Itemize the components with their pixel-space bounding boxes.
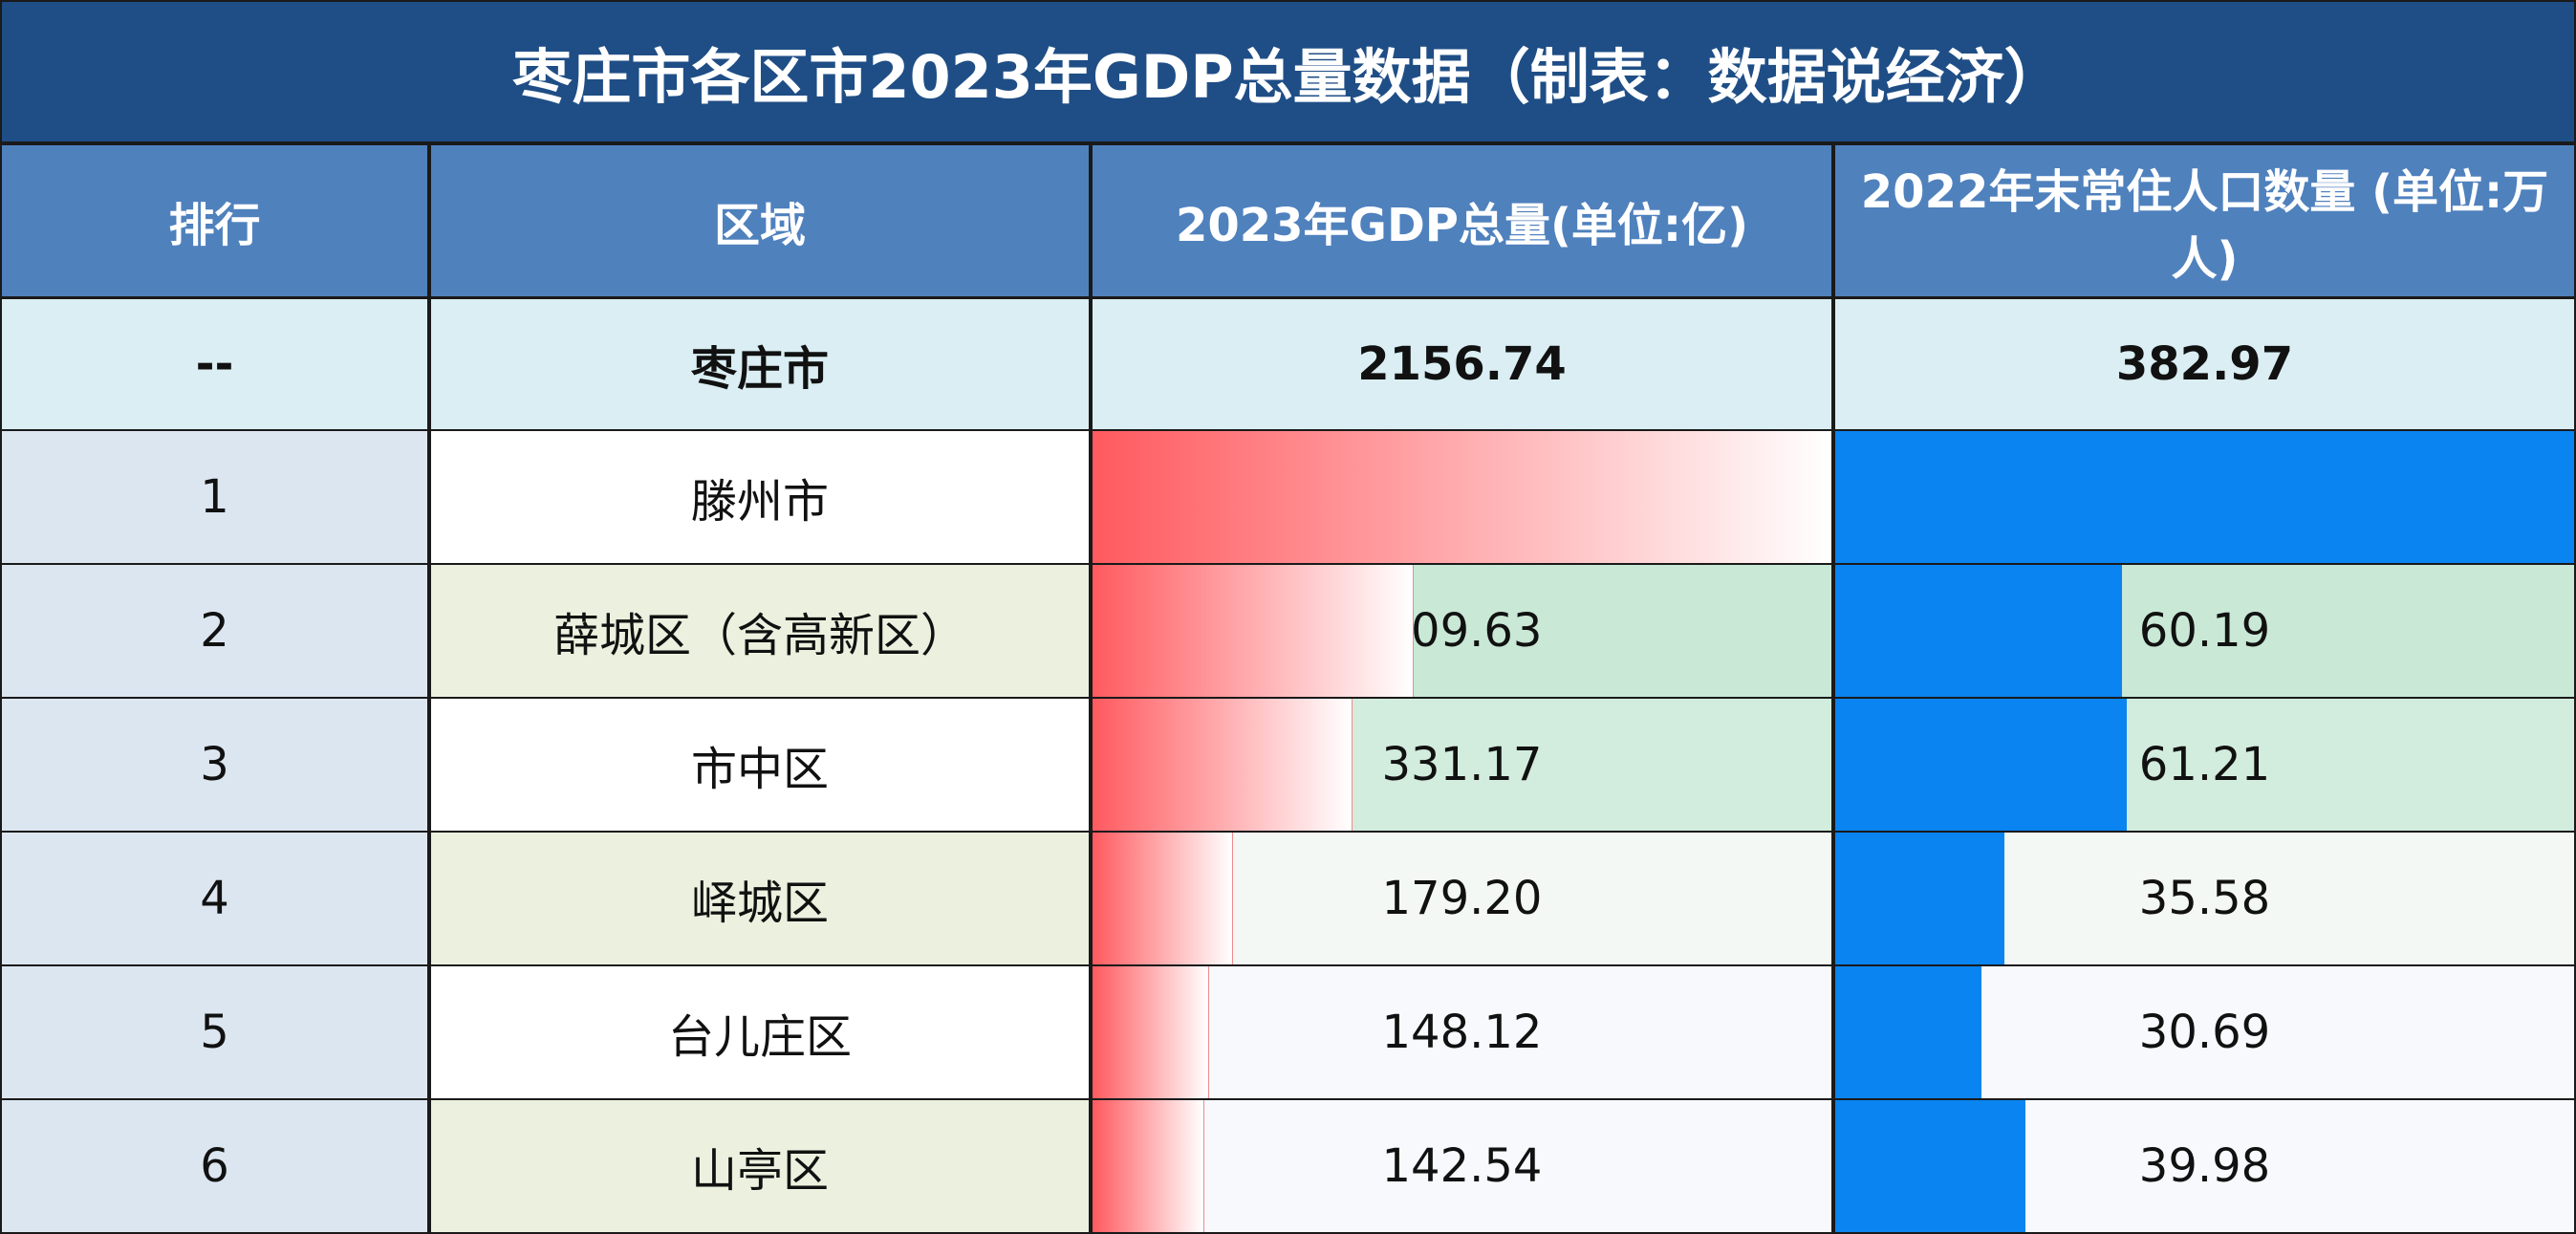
gdp-cell: 148.12	[1091, 964, 1833, 1100]
cell-text: 枣庄市	[690, 342, 829, 396]
region-cell: 峄城区	[429, 831, 1091, 966]
gdp-cell: 331.17	[1091, 697, 1833, 833]
rank-cell: 1	[0, 429, 429, 565]
cell-text: 排行	[168, 199, 261, 252]
total-cell: 枣庄市	[429, 297, 1091, 431]
population-data-bar	[1835, 833, 2005, 964]
header-cell: 排行	[0, 143, 429, 298]
gdp-data-bar	[1093, 699, 1353, 831]
cell-text: 179.20	[1381, 872, 1543, 925]
cell-text: 5	[200, 1006, 229, 1059]
cell-text: 30.69	[2138, 1006, 2271, 1059]
table-title: 枣庄市各区市2023年GDP总量数据（制表：数据说经济）	[0, 0, 2576, 143]
gdp-data-bar	[1093, 966, 1210, 1098]
gdp-cell: 409.63	[1091, 563, 1833, 699]
gdp-data-bar	[1093, 1100, 1205, 1232]
cell-text: 6	[200, 1139, 229, 1193]
population-data-bar	[1835, 699, 2127, 831]
cell-text: 2022年末常住人口数量 (单位:万人)	[1860, 165, 2549, 286]
rank-cell: 2	[0, 563, 429, 699]
total-cell: --	[0, 297, 429, 431]
region-cell: 薛城区（含高新区）	[429, 563, 1091, 699]
gdp-data-bar	[1093, 431, 1831, 563]
cell-text: 39.98	[2138, 1139, 2271, 1193]
rank-cell: 4	[0, 831, 429, 966]
population-cell: 155.32	[1833, 429, 2576, 565]
cell-text: 4	[200, 872, 229, 925]
cell-text: 142.54	[1381, 1139, 1543, 1193]
cell-text: 60.19	[2138, 604, 2271, 658]
cell-text: 区域	[713, 199, 806, 252]
cell-text: 台儿庄区	[667, 1010, 852, 1064]
region-cell: 市中区	[429, 697, 1091, 833]
cell-text: 市中区	[690, 743, 829, 796]
gdp-data-bar	[1093, 833, 1234, 964]
population-cell: 39.98	[1833, 1098, 2576, 1234]
region-cell: 台儿庄区	[429, 964, 1091, 1100]
header-cell: 2022年末常住人口数量 (单位:万人)	[1833, 143, 2576, 298]
total-cell: 382.97	[1833, 297, 2576, 431]
cell-text: 薛城区（含高新区）	[552, 609, 966, 662]
gdp-data-bar	[1093, 565, 1414, 697]
cell-text: 滕州市	[690, 475, 829, 529]
total-cell: 2156.74	[1091, 297, 1833, 431]
population-cell: 35.58	[1833, 831, 2576, 966]
cell-text: 35.58	[2138, 872, 2271, 925]
cell-text: 61.21	[2138, 738, 2271, 791]
rank-cell: 5	[0, 964, 429, 1100]
region-cell: 山亭区	[429, 1098, 1091, 1234]
cell-text: 山亭区	[690, 1144, 829, 1198]
population-data-bar	[1835, 966, 1981, 1098]
population-data-bar	[1835, 431, 2574, 563]
cell-text: 2023年GDP总量(单位:亿)	[1175, 199, 1749, 252]
cell-text: 2	[200, 604, 229, 658]
cell-text: 2156.74	[1357, 337, 1567, 391]
population-cell: 30.69	[1833, 964, 2576, 1100]
population-data-bar	[1835, 565, 2122, 697]
header-cell: 区域	[429, 143, 1091, 298]
population-cell: 61.21	[1833, 697, 2576, 833]
cell-text: --	[195, 337, 234, 391]
region-cell: 滕州市	[429, 429, 1091, 565]
cell-text: 3	[200, 738, 229, 791]
cell-text: 148.12	[1381, 1006, 1543, 1059]
cell-text: 331.17	[1381, 738, 1543, 791]
cell-text: 峄城区	[690, 877, 829, 930]
gdp-cell: 179.20	[1091, 831, 1833, 966]
rank-cell: 6	[0, 1098, 429, 1234]
population-cell: 60.19	[1833, 563, 2576, 699]
header-cell: 2023年GDP总量(单位:亿)	[1091, 143, 1833, 298]
population-data-bar	[1835, 1100, 2025, 1232]
cell-text: 382.97	[2115, 337, 2294, 391]
gdp-cell: 946.08	[1091, 429, 1833, 565]
gdp-cell: 142.54	[1091, 1098, 1833, 1234]
rank-cell: 3	[0, 697, 429, 833]
cell-text: 1	[200, 470, 229, 524]
